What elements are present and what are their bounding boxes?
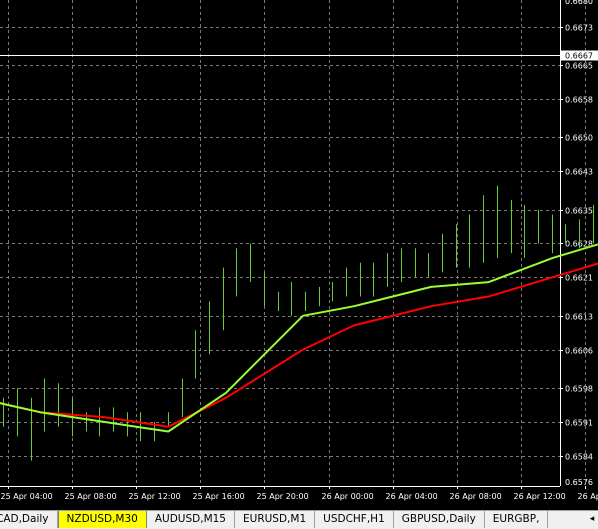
y-tick-label: 0.6673 [565,24,593,33]
price-chart[interactable]: 0.6584 0.6591 0.6598 0.6606 0.6613 0.6621 0.66… [0,0,598,509]
y-tick-label-bottom: 0.6576 [565,478,593,487]
y-tick-label: 0.6613 [565,313,593,322]
x-tick-label: 26 Apr 08:00 [450,492,502,501]
x-tick-label: 26 Apr 16:00 [578,492,598,501]
y-tick-label: 0.6584 [565,453,593,462]
current-price-label: 0.6667 [565,52,593,61]
x-tick-label: 26 Apr 04:00 [386,492,438,501]
x-tick-label: 25 Apr 20:00 [257,492,309,501]
y-tick-label: 0.6635 [565,207,593,216]
chart-background [0,0,598,509]
x-tick-label: 26 Apr 12:00 [514,492,566,501]
x-tick-label: 26 Apr 00:00 [322,492,374,501]
y-tick-label: 0.6598 [565,385,593,394]
x-tick-label: 25 Apr 16:00 [193,492,245,501]
chart-tab-1[interactable]: NZDUSD,M30 [58,511,147,528]
y-tick-label-top: 0.6680 [565,0,593,6]
chart-tab-6[interactable]: EURGBP, [485,511,549,528]
y-tick-label: 0.6650 [565,134,593,143]
y-tick-label: 0.6658 [565,96,593,105]
y-tick-label: 0.6643 [565,168,593,177]
chart-tab-0[interactable]: CAD,Daily [0,511,58,528]
x-tick-label: 25 Apr 04:00 [1,492,53,501]
chart-tab-5[interactable]: GBPUSD,Daily [394,511,485,528]
x-tick-label: 25 Apr 12:00 [129,492,181,501]
chart-tab-4[interactable]: USDCHF,H1 [315,511,394,528]
tab-scroll-left-icon[interactable]: ◂ [586,511,598,528]
y-tick-label: 0.6621 [565,274,593,283]
y-tick-label: 0.6665 [565,62,593,71]
x-tick-label: 25 Apr 08:00 [65,492,117,501]
chart-tab-3[interactable]: EURUSD,M1 [235,511,315,528]
chart-canvas[interactable]: 0.6584 0.6591 0.6598 0.6606 0.6613 0.6621 0.66… [0,0,598,509]
chart-tab-2[interactable]: AUDUSD,M15 [147,511,235,528]
y-tick-label: 0.6591 [565,419,593,428]
y-tick-label: 0.6606 [565,347,593,356]
